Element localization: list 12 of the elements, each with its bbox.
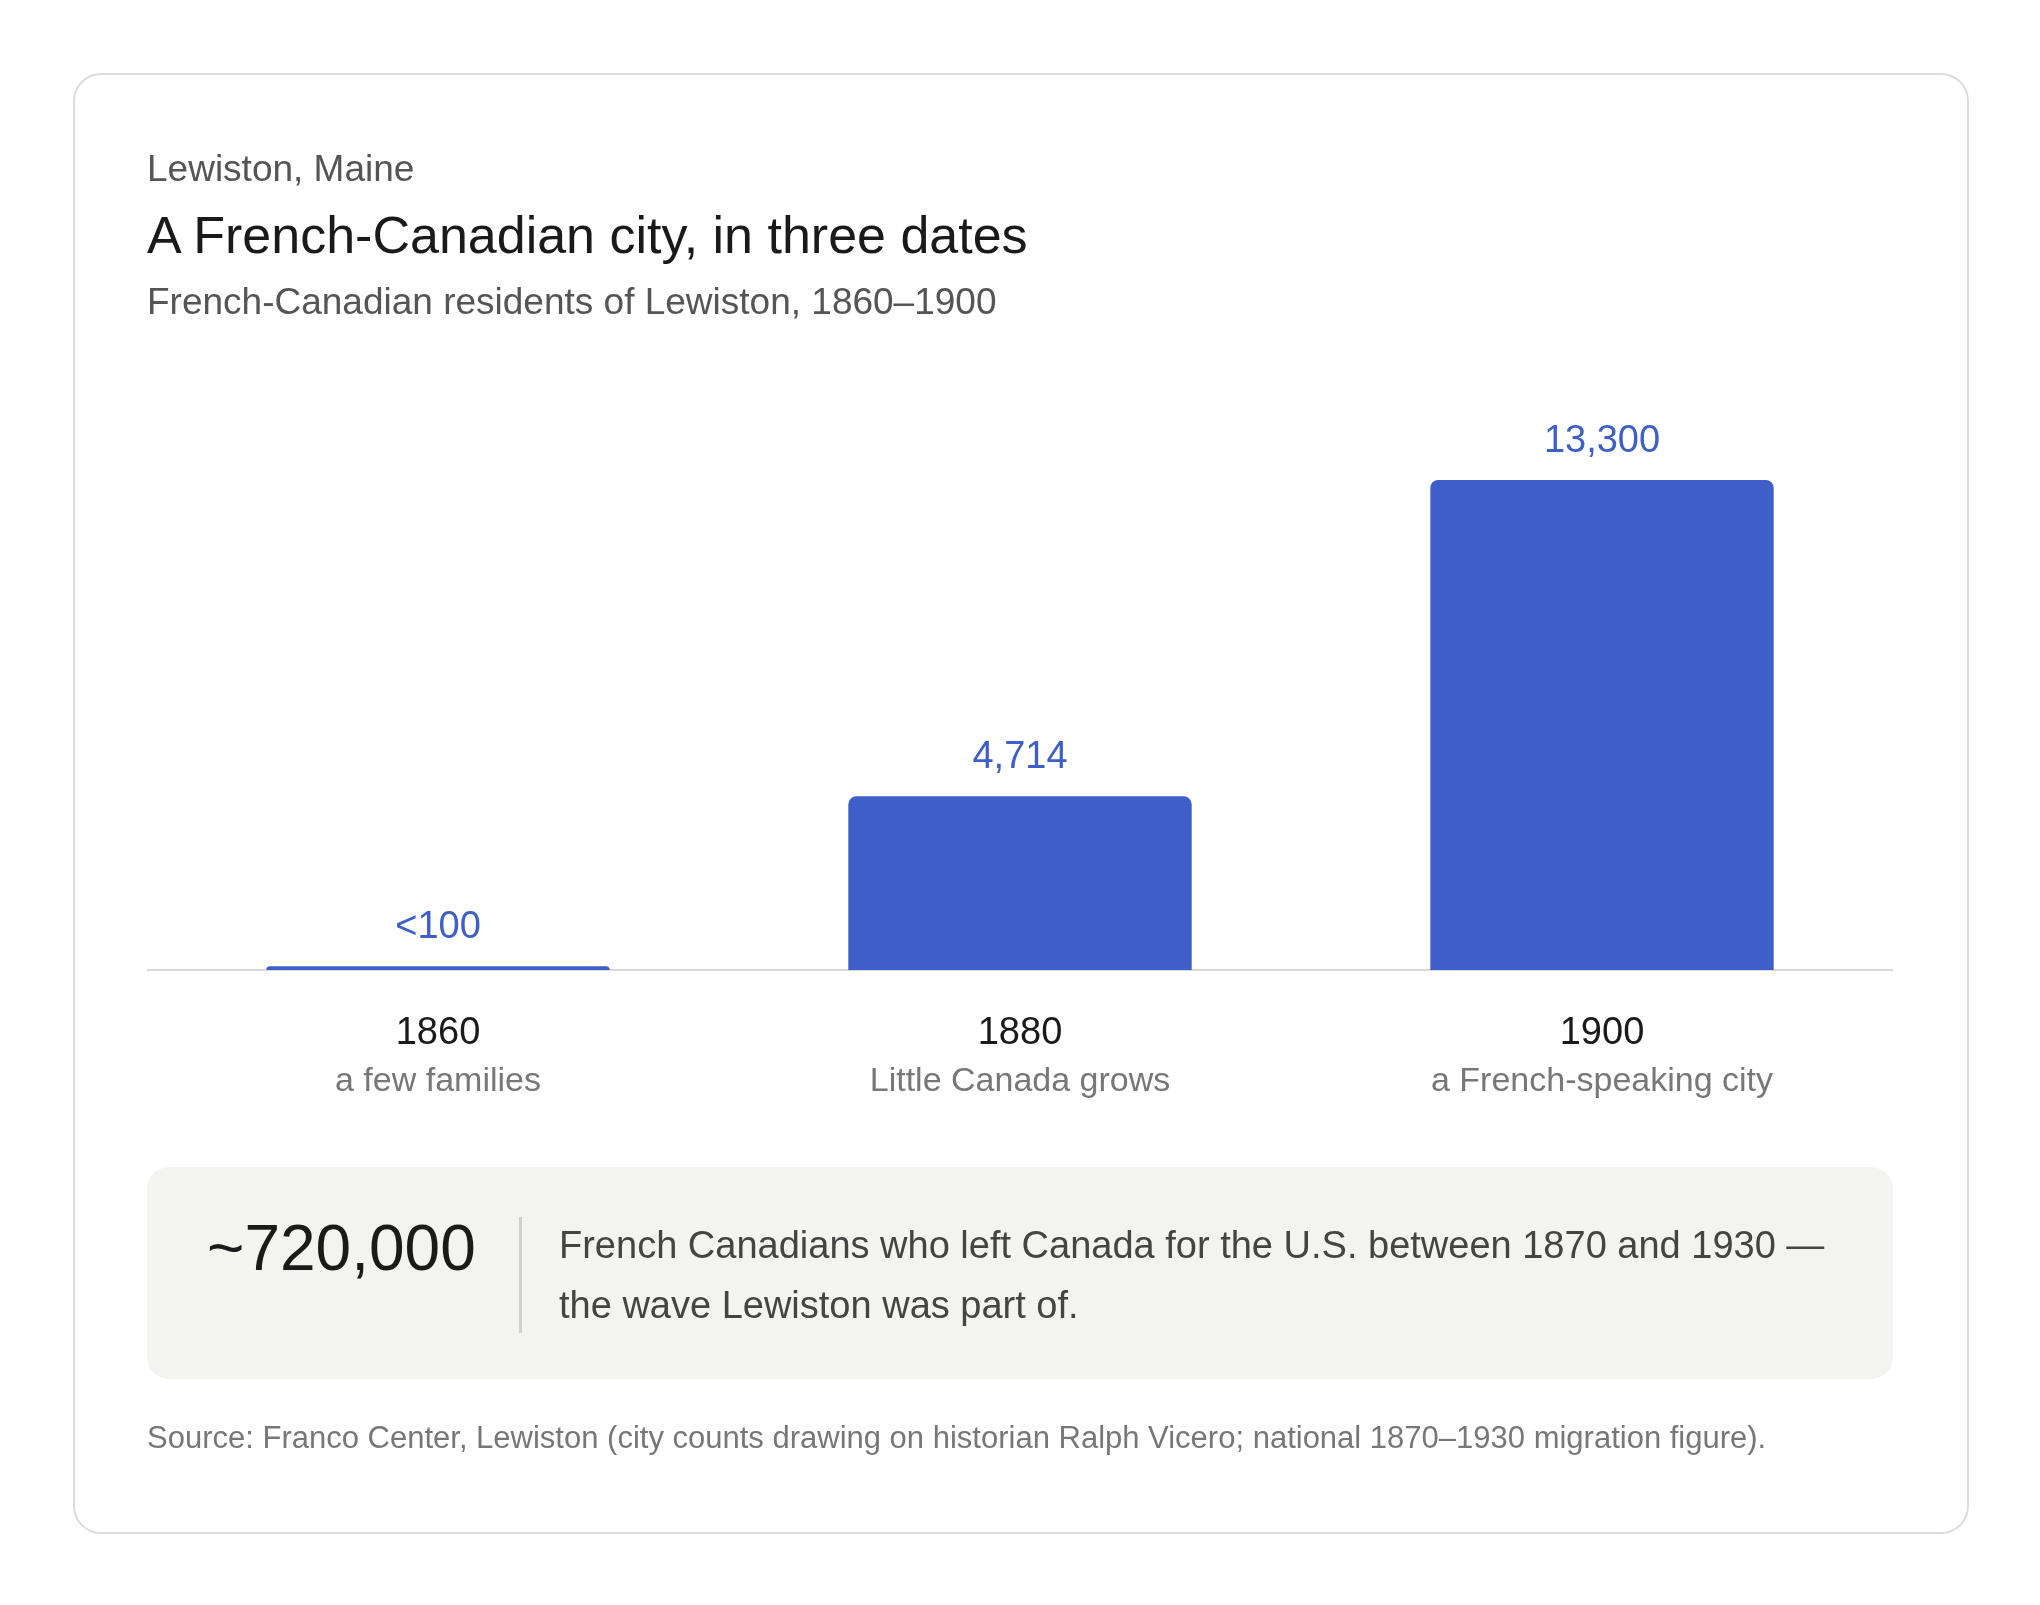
- data-label: 4,714: [972, 734, 1068, 777]
- x-tick-label: 1880 Little Canada grows: [869, 1010, 1171, 1098]
- chart-title: A French-Canadian city, in three dates: [147, 205, 1028, 265]
- text: French Canadians who left Canada for the U.S. between 1870 and 1930 — the wave Lewiston was part of.: [559, 1223, 1826, 1328]
- data-label: <100: [395, 904, 481, 947]
- text: ~720,000: [207, 1211, 476, 1285]
- text: Lewiston, Maine: [147, 148, 415, 190]
- x-tick-label: 1860 a few families: [335, 1010, 541, 1098]
- chart-subtitle: French-Canadian residents of Lewiston, 1860–1900: [147, 281, 997, 323]
- x-tick-label: 1900 a French-speaking city: [1430, 1010, 1774, 1098]
- source-note: Source: Franco Center, Lewiston (city counts drawing on historian Ralph Vicero; national 1870–1930 migration figure).: [147, 1420, 1767, 1456]
- data-label: 13,300: [1543, 418, 1661, 460]
